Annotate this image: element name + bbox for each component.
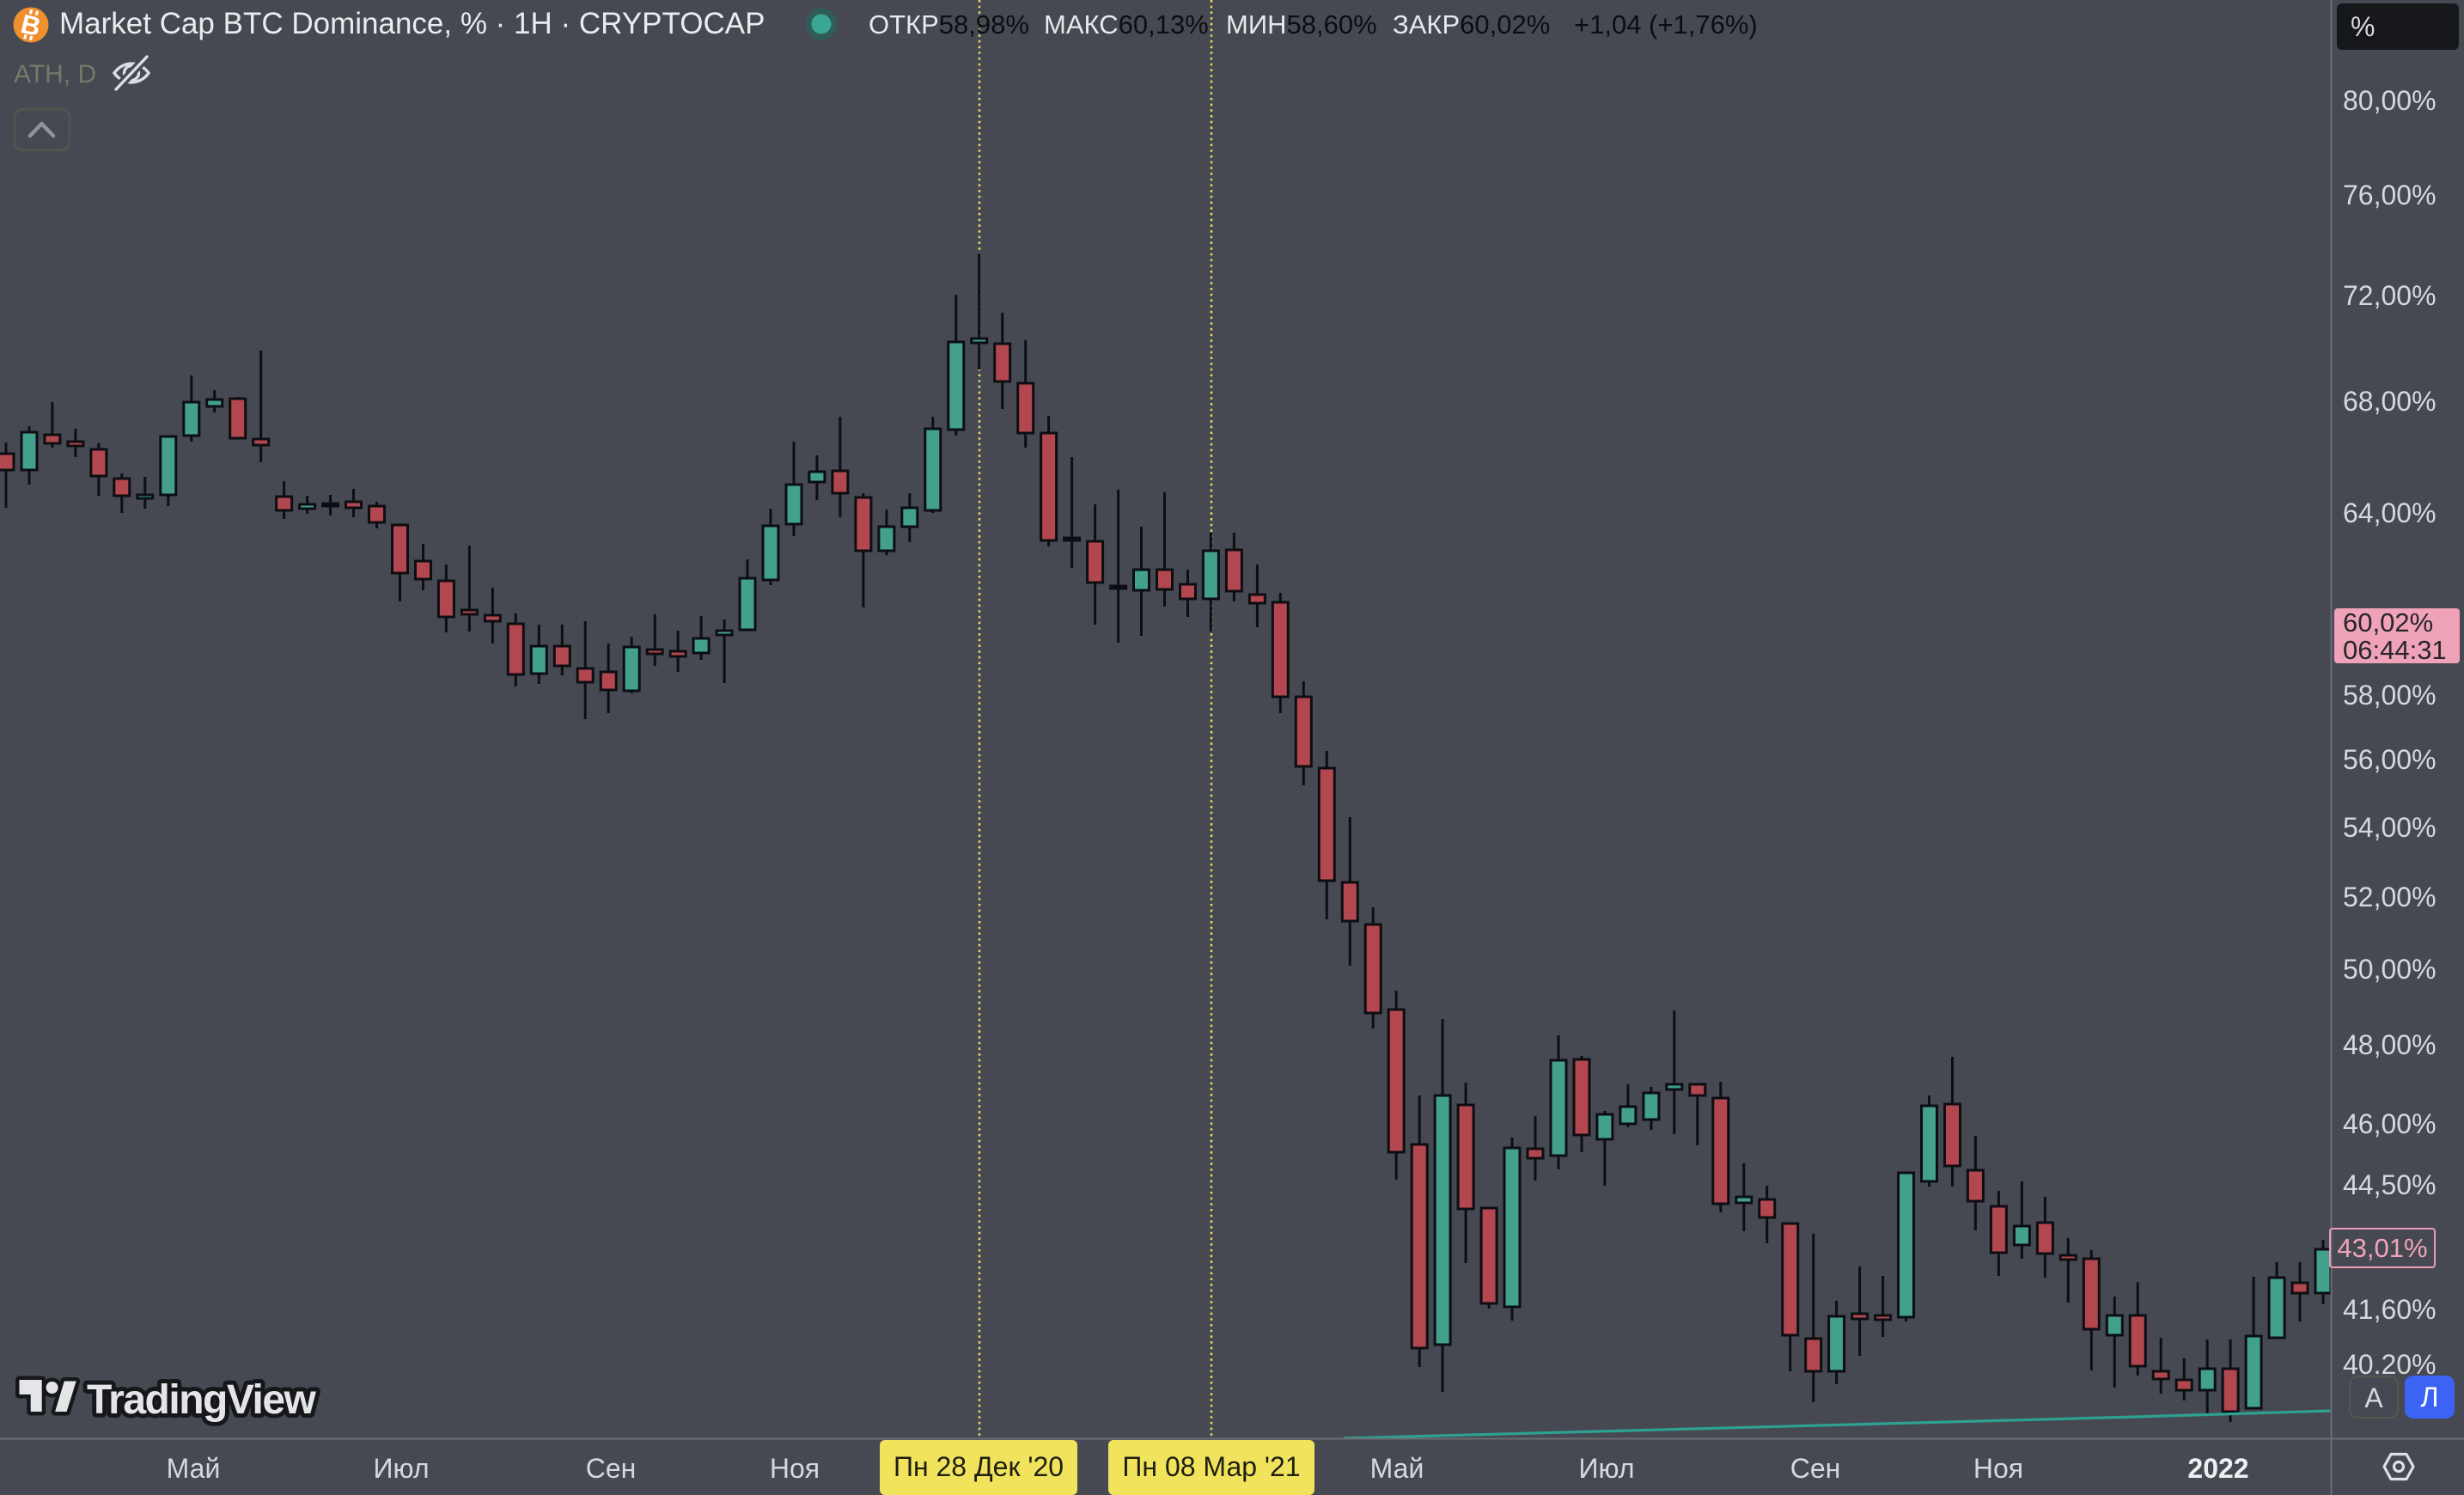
svg-text:TradingView: TradingView <box>87 1377 317 1423</box>
